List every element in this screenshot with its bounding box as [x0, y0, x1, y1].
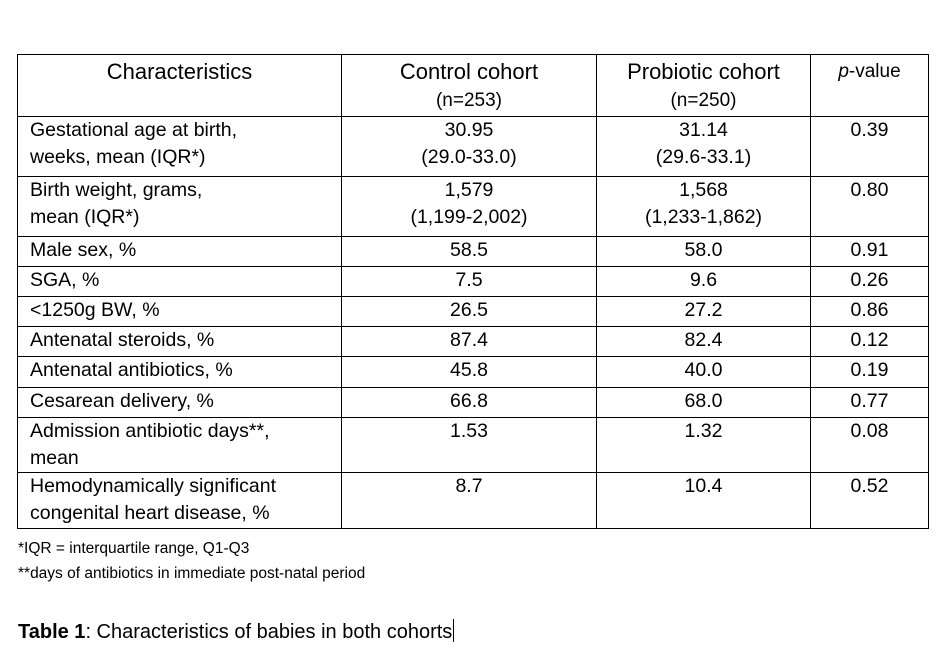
- control-value: 66.8: [341, 387, 597, 418]
- table-row: Cesarean delivery, % 66.8 68.0 0.77: [17, 387, 929, 418]
- probiotic-value: 1,568 (1,233-1,862): [596, 176, 811, 237]
- control-value: 30.95 (29.0-33.0): [341, 116, 597, 177]
- probiotic-value: 40.0: [596, 356, 811, 388]
- control-value: 7.5: [341, 266, 597, 297]
- control-n: (n=253): [435, 90, 503, 111]
- row-label: Admission antibiotic days**, mean: [17, 417, 342, 473]
- p-value: 0.52: [810, 472, 929, 529]
- probiotic-value: 31.14 (29.6-33.1): [596, 116, 811, 177]
- row-label: Antenatal steroids, %: [17, 326, 342, 357]
- row-label: Gestational age at birth, weeks, mean (IQ…: [17, 116, 342, 177]
- table-row: Antenatal antibiotics, % 45.8 40.0 0.19: [17, 356, 929, 388]
- table-row: <1250g BW, % 26.5 27.2 0.86: [17, 296, 929, 327]
- control-value: 87.4: [341, 326, 597, 357]
- footnote-antibiotic-days: **days of antibiotics in immediate post-…: [18, 565, 366, 582]
- control-value: 1.53: [341, 417, 597, 473]
- control-value: 26.5: [341, 296, 597, 327]
- p-value: 0.80: [810, 176, 929, 237]
- row-label: Male sex, %: [17, 236, 342, 267]
- probiotic-value: 10.4: [596, 472, 811, 529]
- probiotic-value: 58.0: [596, 236, 811, 267]
- p-value: 0.19: [810, 356, 929, 388]
- row-label: Hemodynamically significant congenital he…: [17, 472, 342, 529]
- probiotic-value: 9.6: [596, 266, 811, 297]
- control-value: 58.5: [341, 236, 597, 267]
- probiotic-value: 68.0: [596, 387, 811, 418]
- row-label: Cesarean delivery, %: [17, 387, 342, 418]
- header-control-cohort: Control cohort (n=253): [341, 54, 597, 117]
- row-label: Antenatal antibiotics, %: [17, 356, 342, 388]
- table-row: Birth weight, grams, mean (IQR*) 1,579 (1,1…: [17, 176, 929, 237]
- probiotic-n: (n=250): [670, 90, 737, 111]
- table-row: Male sex, % 58.5 58.0 0.91: [17, 236, 929, 267]
- row-label: <1250g BW, %: [17, 296, 342, 327]
- p-value: 0.77: [810, 387, 929, 418]
- table-row: Gestational age at birth, weeks, mean (IQ…: [17, 116, 929, 177]
- characteristics-table: Characteristics Control cohort (n=253) P…: [17, 54, 929, 529]
- control-value: 45.8: [341, 356, 597, 388]
- table-row: Antenatal steroids, % 87.4 82.4 0.12: [17, 326, 929, 357]
- probiotic-value: 27.2: [596, 296, 811, 327]
- p-value: 0.08: [810, 417, 929, 473]
- text-cursor: [453, 619, 455, 642]
- footnote-iqr: *IQR = interquartile range, Q1-Q3: [18, 540, 250, 557]
- header-p-value: p-value: [810, 54, 929, 117]
- p-value: 0.12: [810, 326, 929, 357]
- probiotic-value: 1.32: [596, 417, 811, 473]
- table-row: Admission antibiotic days**, mean 1.53 1.32…: [17, 417, 929, 473]
- probiotic-value: 82.4: [596, 326, 811, 357]
- table-row: SGA, % 7.5 9.6 0.26: [17, 266, 929, 297]
- p-value: 0.26: [810, 266, 929, 297]
- p-value: 0.86: [810, 296, 929, 327]
- row-label: Birth weight, grams, mean (IQR*): [17, 176, 342, 237]
- row-label: SGA, %: [17, 266, 342, 297]
- control-value: 1,579 (1,199-2,002): [341, 176, 597, 237]
- p-value: 0.39: [810, 116, 929, 177]
- header-probiotic-cohort: Probiotic cohort (n=250): [596, 54, 811, 117]
- table-caption: Table 1: Characteristics of babies in bo…: [18, 619, 455, 643]
- p-value: 0.91: [810, 236, 929, 267]
- control-value: 8.7: [341, 472, 597, 529]
- header-characteristics: Characteristics: [17, 54, 342, 117]
- header-row: Characteristics Control cohort (n=253) P…: [17, 54, 929, 117]
- table-row: Hemodynamically significant congenital he…: [17, 472, 929, 529]
